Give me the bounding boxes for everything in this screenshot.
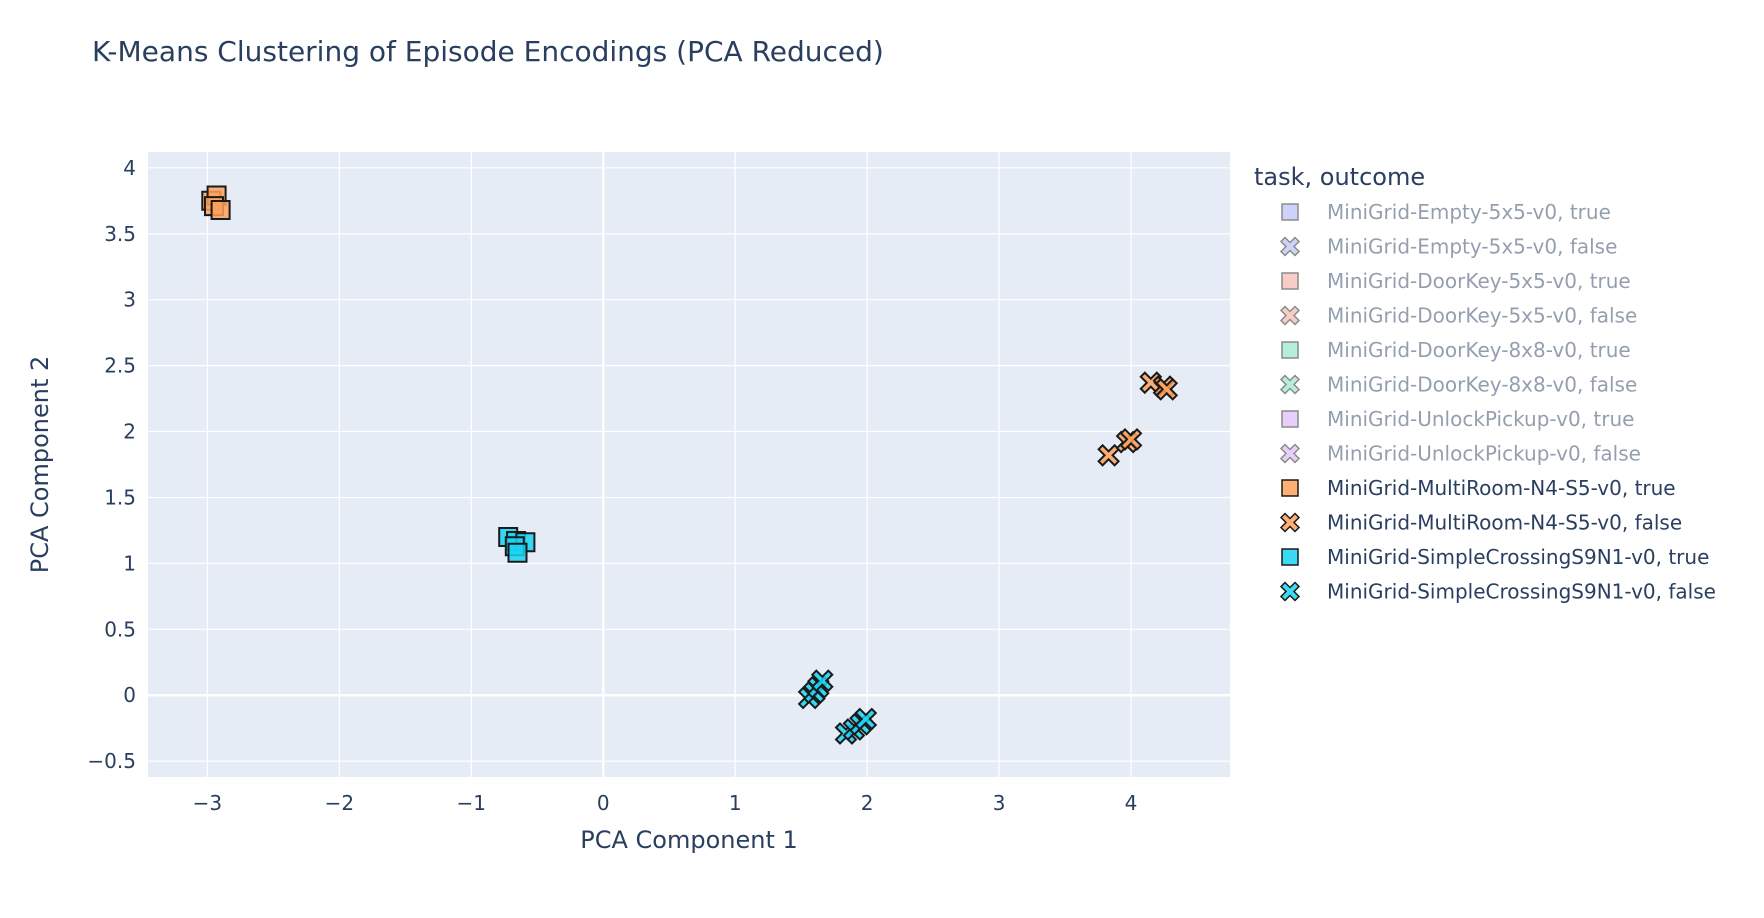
legend-label: MiniGrid-DoorKey-5x5-v0, true (1327, 269, 1631, 293)
x-tick-label: −1 (457, 791, 486, 815)
y-tick-label: 2.5 (104, 354, 136, 378)
x-tick-label: 4 (1125, 791, 1138, 815)
legend: task, outcome MiniGrid-Empty-5x5-v0, tru… (1254, 163, 1716, 604)
legend-square-icon (1281, 479, 1299, 497)
legend-title: task, outcome (1254, 163, 1425, 191)
legend-label: MiniGrid-UnlockPickup-v0, true (1327, 407, 1634, 431)
x-marker-9-2[interactable] (1119, 427, 1143, 451)
legend-label: MiniGrid-SimpleCrossingS9N1-v0, true (1327, 545, 1709, 569)
y-tick-label: 1.5 (104, 485, 136, 509)
legend-item-6[interactable]: MiniGrid-UnlockPickup-v0, true (1281, 407, 1634, 431)
legend-square-icon (1281, 548, 1299, 566)
legend-x-icon (1279, 443, 1301, 464)
y-axis-title: PCA Component 2 (26, 356, 54, 574)
legend-square-icon (1281, 203, 1299, 221)
x-tick-label: −3 (193, 791, 222, 815)
legend-x-icon (1279, 236, 1301, 257)
x-tick-label: 2 (861, 791, 874, 815)
y-tick-label: 3.5 (104, 222, 136, 246)
legend-x-icon (1279, 512, 1301, 533)
legend-x-icon (1279, 305, 1301, 326)
x-marker-9-0[interactable] (1097, 443, 1121, 467)
y-tick-label: 0.5 (104, 617, 136, 641)
square-marker-10-4[interactable] (507, 542, 528, 563)
legend-item-10[interactable]: MiniGrid-SimpleCrossingS9N1-v0, true (1281, 545, 1709, 569)
y-tick-label: 4 (123, 156, 136, 180)
legend-item-2[interactable]: MiniGrid-DoorKey-5x5-v0, true (1281, 269, 1631, 293)
legend-x-icon (1279, 581, 1301, 602)
legend-item-9[interactable]: MiniGrid-MultiRoom-N4-S5-v0, false (1279, 511, 1682, 535)
x-axis-title: PCA Component 1 (580, 826, 798, 854)
y-tick-label: 1 (123, 551, 136, 575)
y-tick-label: 3 (123, 288, 136, 312)
plot-area[interactable] (148, 152, 1230, 777)
y-tick-label: −0.5 (87, 749, 136, 773)
x-tick-label: −2 (325, 791, 354, 815)
legend-label: MiniGrid-Empty-5x5-v0, false (1327, 235, 1617, 259)
legend-label: MiniGrid-MultiRoom-N4-S5-v0, false (1327, 511, 1682, 535)
grid-lines (148, 152, 1230, 777)
legend-label: MiniGrid-DoorKey-5x5-v0, false (1327, 304, 1637, 328)
x-marker-9-5[interactable] (1155, 377, 1179, 401)
legend-label: MiniGrid-DoorKey-8x8-v0, false (1327, 373, 1637, 397)
legend-x-icon (1279, 374, 1301, 395)
legend-item-8[interactable]: MiniGrid-MultiRoom-N4-S5-v0, true (1281, 476, 1676, 500)
legend-item-5[interactable]: MiniGrid-DoorKey-8x8-v0, false (1279, 373, 1637, 397)
data-points (201, 185, 1179, 745)
x-marker-11-3[interactable] (810, 669, 834, 693)
x-tick-label: 1 (729, 791, 742, 815)
legend-square-icon (1281, 272, 1299, 290)
legend-label: MiniGrid-Empty-5x5-v0, true (1327, 200, 1611, 224)
legend-square-icon (1281, 341, 1299, 359)
legend-item-3[interactable]: MiniGrid-DoorKey-5x5-v0, false (1279, 304, 1637, 328)
legend-item-1[interactable]: MiniGrid-Empty-5x5-v0, false (1279, 235, 1617, 259)
x-marker-11-7[interactable] (854, 707, 878, 731)
legend-label: MiniGrid-SimpleCrossingS9N1-v0, false (1327, 580, 1716, 604)
y-tick-label: 2 (123, 420, 136, 444)
legend-label: MiniGrid-DoorKey-8x8-v0, true (1327, 338, 1631, 362)
legend-item-0[interactable]: MiniGrid-Empty-5x5-v0, true (1281, 200, 1611, 224)
legend-label: MiniGrid-UnlockPickup-v0, false (1327, 442, 1641, 466)
legend-item-7[interactable]: MiniGrid-UnlockPickup-v0, false (1279, 442, 1641, 466)
legend-item-4[interactable]: MiniGrid-DoorKey-8x8-v0, true (1281, 338, 1631, 362)
square-marker-8-3[interactable] (210, 200, 231, 220)
x-tick-label: 3 (993, 791, 1006, 815)
x-axis-ticks: −3 −2 −1 0 1 2 3 4 (193, 791, 1138, 815)
legend-square-icon (1281, 410, 1299, 428)
y-tick-label: 0 (123, 683, 136, 707)
chart-title: K-Means Clustering of Episode Encodings … (92, 35, 884, 68)
y-axis-ticks: −0.5 0 0.5 1 1.5 2 2.5 3 3.5 4 (87, 156, 136, 773)
legend-item-11[interactable]: MiniGrid-SimpleCrossingS9N1-v0, false (1279, 580, 1716, 604)
legend-label: MiniGrid-MultiRoom-N4-S5-v0, true (1327, 476, 1676, 500)
x-tick-label: 0 (597, 791, 610, 815)
